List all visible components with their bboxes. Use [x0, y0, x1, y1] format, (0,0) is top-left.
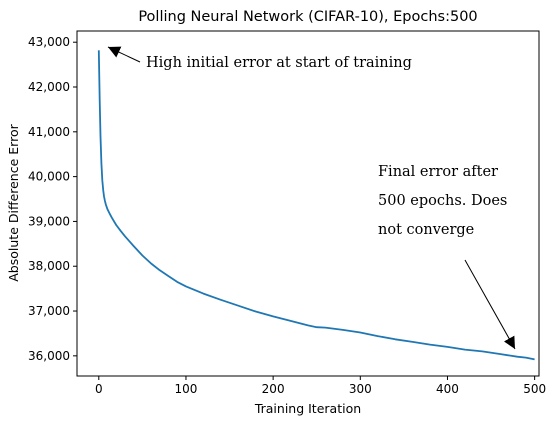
final-error-arrow — [464, 259, 516, 350]
y-tick-label: 36,000 — [28, 349, 70, 363]
x-tick-label: 500 — [523, 382, 546, 396]
final-error-annotation-line-3: not converge — [378, 222, 474, 238]
final-error-annotation-line-2: 500 epochs. Does — [378, 193, 507, 209]
x-tick-label: 100 — [175, 382, 198, 396]
x-tick-label: 400 — [436, 382, 459, 396]
x-axis: 0 100 200 300 400 500 — [95, 376, 546, 396]
y-tick-label: 42,000 — [28, 80, 70, 94]
x-tick-label: 300 — [349, 382, 372, 396]
initial-error-arrow — [107, 46, 141, 63]
final-error-annotation-line-1: Final error after — [378, 164, 498, 180]
y-tick-label: 39,000 — [28, 214, 70, 228]
y-axis: 36,000 37,000 38,000 39,000 40,000 41,000 42,0… — [28, 35, 77, 363]
x-axis-label: Training Iteration — [254, 401, 361, 416]
chart-title: Polling Neural Network (CIFAR-10), Epoch… — [138, 9, 477, 25]
y-tick-label: 40,000 — [28, 170, 70, 184]
initial-error-annotation: High initial error at start of training — [146, 55, 412, 71]
y-tick-label: 37,000 — [28, 304, 70, 318]
x-tick-label: 0 — [95, 382, 103, 396]
y-tick-label: 43,000 — [28, 35, 70, 49]
y-tick-label: 38,000 — [28, 259, 70, 273]
error-series-line — [97, 50, 535, 361]
y-tick-label: 41,000 — [28, 125, 70, 139]
plot-frame — [76, 30, 540, 377]
x-tick-label: 200 — [262, 382, 285, 396]
y-axis-label: Absolute Difference Error — [6, 123, 21, 281]
